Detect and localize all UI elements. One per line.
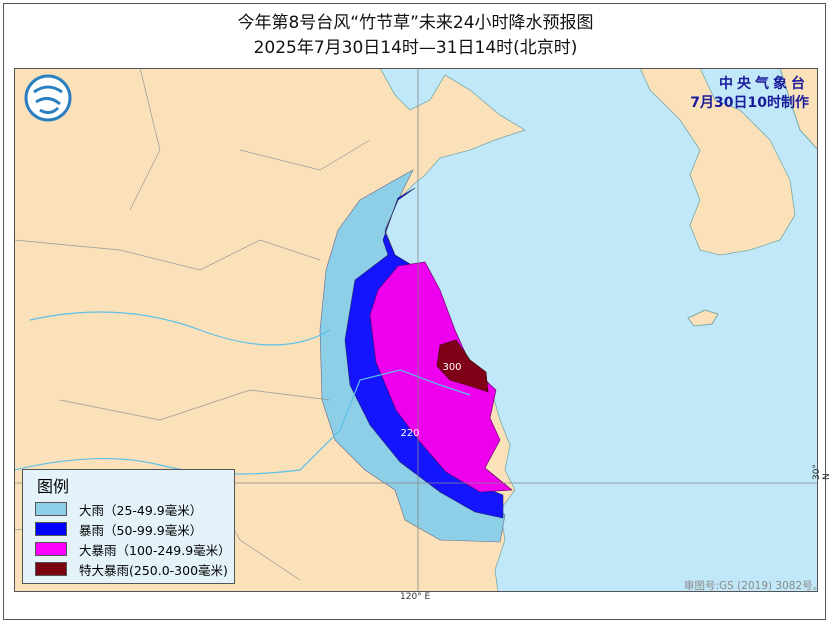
legend-swatch [35,562,67,576]
max-rainfall-label: 300 [442,362,461,373]
longitude-label: 120° E [400,592,431,602]
legend-title: 图例 [37,477,70,496]
japan [779,68,818,151]
latitude-label: 30° N [812,464,831,480]
issuer-block: 中央气象台 7月30日10时制作 [690,75,809,113]
legend-label: 大雨（25-49.9毫米） [79,502,203,518]
legend-item-heavy-rain: 大雨（25-49.9毫米） [35,501,203,518]
korea [639,68,796,256]
jeju [687,309,719,327]
issue-time: 7月30日10时制作 [690,95,809,111]
map-subtitle: 2025年7月30日14时—31日14时(北京时) [253,38,578,58]
legend-label: 暴雨（50-99.9毫米） [79,522,203,538]
legend-label: 大暴雨（100-249.9毫米） [79,542,231,558]
legend-swatch [35,502,67,516]
point-rainfall-label: 220 [400,428,419,439]
frame [3,3,826,620]
legend-swatch [35,522,67,536]
issuer-name: 中央气象台 [719,76,809,92]
legend-item-heavy-rainstorm: 大暴雨（100-249.9毫米） [35,541,231,558]
rivers [14,311,471,475]
legend-item-extreme-rainstorm: 特大暴雨(250.0-300毫米) [35,561,228,578]
legend-item-rainstorm: 暴雨（50-99.9毫米） [35,521,203,538]
rain-extreme-area [436,339,489,393]
legend: 图例 大雨（25-49.9毫米） 暴雨（50-99.9毫米） 大暴雨（100-2… [22,469,235,584]
cma-logo [24,74,72,122]
approval-number: 审图号:GS (2019) 3082号。 [684,580,824,592]
legend-swatch [35,542,67,556]
map-title: 今年第8号台风“竹节草”未来24小时降水预报图 [237,13,594,33]
map-border [14,68,818,592]
province-borders [14,68,371,581]
legend-label: 特大暴雨(250.0-300毫米) [79,562,228,578]
rain-heavy-storm-area [369,261,513,493]
